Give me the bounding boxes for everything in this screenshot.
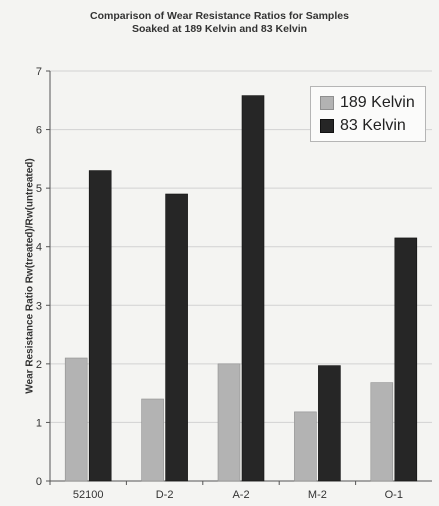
chart-subtitle: Soaked at 189 Kelvin and 83 Kelvin: [131, 23, 308, 35]
bar-83-kelvin-m-2: [318, 365, 341, 482]
bar-189-kelvin-a-2: [217, 363, 241, 482]
legend: 189 Kelvin 83 Kelvin: [310, 86, 426, 142]
bar-189-kelvin-m-2: [294, 411, 317, 482]
x-tick-label: D-2: [156, 489, 174, 501]
legend-swatch-83-kelvin: [320, 119, 334, 133]
x-tick-label: O-1: [385, 489, 403, 501]
bar-189-kelvin-o-1: [370, 382, 394, 482]
bar-83-kelvin-52100: [88, 170, 112, 482]
y-tick-label: 0: [36, 476, 42, 488]
y-tick-label: 6: [36, 125, 42, 137]
y-tick-label: 3: [36, 300, 42, 312]
legend-item-189-kelvin: 189 Kelvin: [320, 93, 415, 113]
x-tick-label: A-2: [232, 489, 249, 501]
y-tick-label: 4: [36, 242, 42, 254]
legend-swatch-189-kelvin: [320, 96, 334, 110]
y-tick-label: 5: [36, 183, 42, 195]
y-tick-label: 7: [36, 66, 42, 78]
bar-83-kelvin-a-2: [241, 95, 265, 482]
bar-189-kelvin-52100: [64, 357, 88, 482]
legend-label-83-kelvin: 83 Kelvin: [340, 117, 406, 134]
bar-83-kelvin-o-1: [394, 237, 418, 482]
bar-189-kelvin-d-2: [141, 398, 164, 482]
legend-label-189-kelvin: 189 Kelvin: [340, 94, 415, 111]
x-tick-label: 52100: [73, 489, 104, 501]
chart-title: Comparison of Wear Resistance Ratios for…: [90, 10, 349, 22]
bar-83-kelvin-d-2: [165, 193, 188, 482]
x-tick-label: M-2: [308, 489, 327, 501]
y-tick-label: 2: [36, 359, 42, 371]
y-tick-label: 1: [36, 417, 42, 429]
legend-item-83-kelvin: 83 Kelvin: [320, 116, 406, 136]
